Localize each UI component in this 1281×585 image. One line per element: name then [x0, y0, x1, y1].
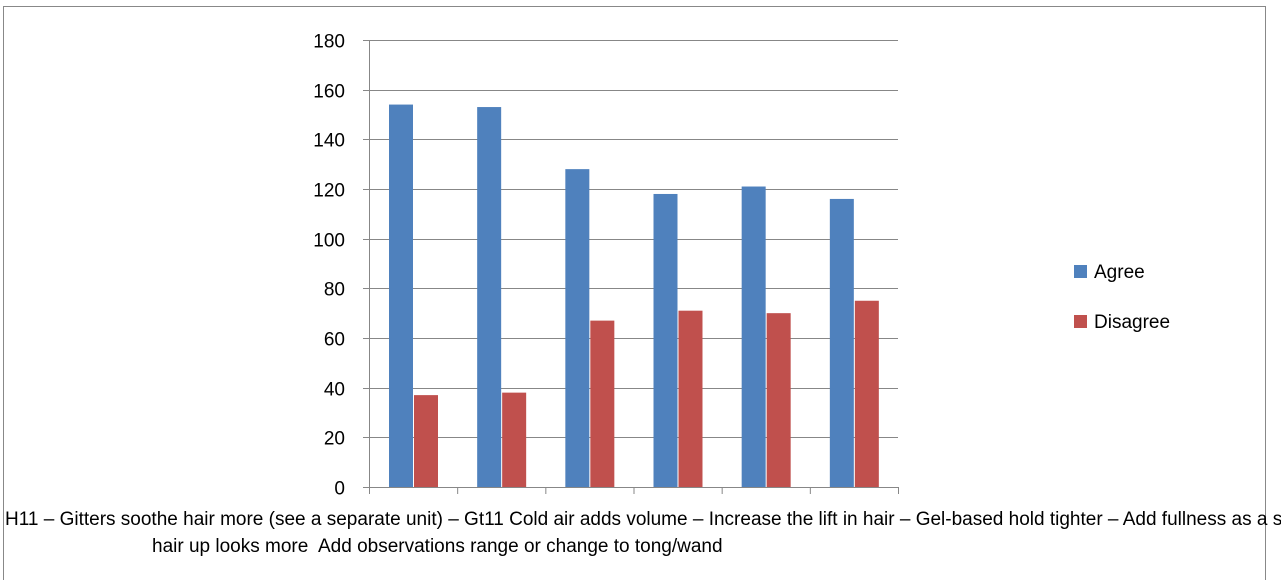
- y-tick-label-80: 80: [324, 280, 345, 301]
- x-tick-labels-line2a: hair up looks more: [152, 536, 308, 557]
- legend-layer: Agree Disagree: [1074, 262, 1170, 333]
- legend-swatch-disagree: [1074, 315, 1087, 328]
- grid-layer: [369, 40, 898, 438]
- y-tick-label-60: 60: [324, 330, 345, 351]
- axis-layer: 0 20 40 60 80 100 120 140 160 180: [313, 32, 899, 500]
- x-tick-labels-line1: H11 – Gitters soothe hair more (see a se…: [5, 509, 1281, 530]
- bar-agree-0: [389, 104, 413, 488]
- y-tick-label-0: 0: [334, 479, 345, 500]
- bar-disagree-0: [414, 395, 438, 487]
- legend-label-disagree: Disagree: [1094, 312, 1170, 333]
- chart-border: [3, 6, 1266, 585]
- y-tick-label-180: 180: [313, 32, 345, 53]
- bar-disagree-2: [590, 320, 615, 487]
- y-tick-label-140: 140: [313, 131, 345, 152]
- x-label-layer: H11 – Gitters soothe hair more (see a se…: [5, 509, 1281, 557]
- bar-disagree-3: [678, 310, 703, 487]
- y-tick-label-40: 40: [324, 380, 345, 401]
- y-tick-label-20: 20: [324, 429, 345, 450]
- bar-layer: [389, 104, 879, 488]
- bar-agree-2: [565, 169, 590, 487]
- y-tick-label-100: 100: [313, 231, 345, 252]
- x-tick-labels-line2b: Add observations range or change to tong…: [318, 536, 723, 557]
- bar-agree-4: [741, 186, 766, 487]
- bar-agree-1: [477, 107, 502, 488]
- bar-disagree-5: [854, 300, 879, 487]
- bar-agree-3: [653, 193, 678, 487]
- legend-swatch-agree: [1074, 265, 1087, 278]
- legend-label-agree: Agree: [1094, 262, 1145, 283]
- y-tick-label-120: 120: [313, 181, 345, 202]
- y-tick-label-160: 160: [313, 82, 345, 103]
- bar-disagree-4: [766, 313, 791, 487]
- bar-disagree-1: [502, 392, 527, 487]
- bar-agree-5: [829, 198, 854, 487]
